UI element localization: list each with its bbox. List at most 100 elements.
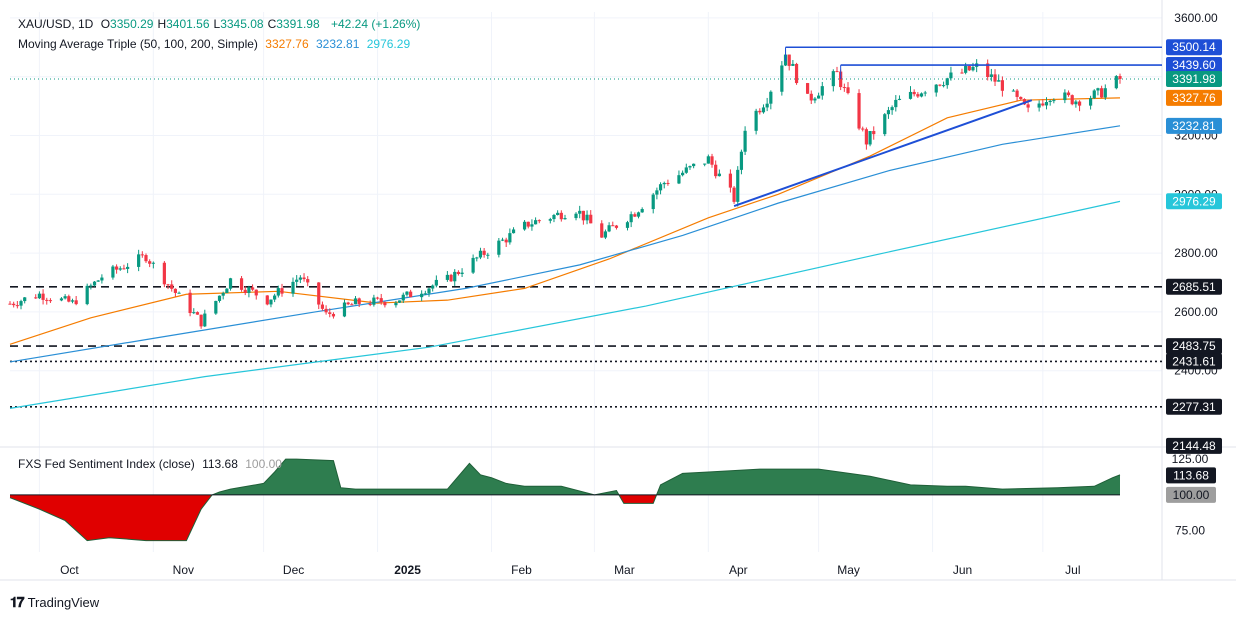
candle-body bbox=[574, 213, 578, 219]
support-trendline bbox=[733, 99, 1033, 208]
candle-body bbox=[118, 268, 122, 270]
candle-body bbox=[923, 92, 927, 94]
ohlc-o-value: 3350.29 bbox=[110, 17, 154, 31]
price-tag bbox=[1166, 39, 1222, 56]
candle-body bbox=[177, 292, 181, 294]
candle-body bbox=[703, 163, 707, 165]
candle-body bbox=[214, 300, 218, 314]
candle-body bbox=[684, 167, 688, 173]
price-tag bbox=[1166, 117, 1222, 134]
candle-body bbox=[140, 254, 144, 256]
candle-body bbox=[383, 302, 387, 306]
candle-body bbox=[600, 223, 604, 238]
candle-body bbox=[706, 156, 710, 164]
candle-body bbox=[868, 131, 872, 145]
candle-body bbox=[941, 85, 946, 87]
level-price-label: 2483.75 bbox=[1172, 339, 1216, 353]
candle-body bbox=[100, 277, 104, 281]
candle-body bbox=[710, 156, 714, 165]
candle-body bbox=[791, 63, 795, 66]
price-tag bbox=[1166, 57, 1222, 74]
candle-body bbox=[883, 114, 887, 135]
candle-body bbox=[89, 285, 93, 287]
candle-body bbox=[372, 297, 376, 305]
candle-body bbox=[780, 65, 784, 92]
candle-body bbox=[114, 266, 119, 270]
sentiment-negative-area bbox=[10, 494, 657, 541]
candle-body bbox=[857, 93, 861, 129]
candle-body bbox=[482, 250, 486, 255]
time-axis[interactable]: Oct Nov Dec 2025 Feb Mar Apr May Jun Jul bbox=[60, 563, 1080, 577]
sentiment-baseline: 100.00 bbox=[245, 457, 282, 471]
candle-body bbox=[295, 279, 299, 282]
candle-body bbox=[894, 99, 898, 108]
ma100-value: 3232.81 bbox=[316, 37, 360, 51]
candle-body bbox=[276, 288, 280, 296]
candle-body bbox=[526, 221, 530, 227]
price-tick-label: 2600.00 bbox=[1174, 305, 1218, 319]
candle-body bbox=[938, 84, 942, 86]
candle-body bbox=[908, 91, 913, 99]
ohlc-c: C3391.98 bbox=[267, 17, 320, 31]
price-axis[interactable]: 3600.003400.003200.003000.002800.002600.… bbox=[1166, 11, 1222, 538]
ohlc-o: O3350.29 bbox=[100, 17, 154, 31]
level-price-tag bbox=[1166, 353, 1222, 370]
candle-body bbox=[1041, 103, 1045, 106]
candle-body bbox=[350, 304, 354, 306]
sentiment-value-label: 113.68 bbox=[1173, 468, 1209, 482]
candle-body bbox=[805, 83, 810, 94]
candle-body bbox=[420, 293, 424, 298]
candle-body bbox=[813, 98, 817, 101]
candle-body bbox=[662, 182, 666, 185]
candle-body bbox=[1026, 104, 1030, 108]
sentiment-baseline-label: 100.00 bbox=[1173, 488, 1210, 502]
candle-body bbox=[585, 214, 589, 221]
candle-body bbox=[239, 278, 244, 290]
candle-body bbox=[989, 74, 993, 78]
candle-body bbox=[126, 266, 130, 269]
sentiment-positive-area bbox=[212, 459, 1120, 495]
candle-body bbox=[192, 312, 196, 314]
candle-body bbox=[427, 288, 431, 294]
candle-body bbox=[508, 233, 512, 243]
candle-body bbox=[137, 254, 141, 267]
candle-body bbox=[864, 129, 868, 145]
candle-body bbox=[603, 231, 608, 238]
candle-body bbox=[919, 93, 924, 97]
candle-body bbox=[614, 225, 619, 228]
candle-body bbox=[581, 210, 585, 221]
candle-body bbox=[500, 239, 505, 241]
candle-body bbox=[317, 282, 321, 305]
level-price-tag bbox=[1166, 278, 1222, 295]
candle-body bbox=[666, 182, 670, 184]
candle-body bbox=[769, 91, 773, 104]
candle-body bbox=[188, 292, 192, 314]
candle-body bbox=[817, 95, 821, 99]
change-label: +42.24 (+1.26%) bbox=[330, 17, 421, 31]
candle-body bbox=[85, 285, 89, 305]
candle-body bbox=[45, 299, 49, 301]
level-price-tag bbox=[1166, 338, 1222, 355]
candle-body bbox=[611, 225, 615, 227]
price-tag bbox=[1166, 193, 1222, 210]
candle-body bbox=[423, 293, 427, 295]
price-tick-label: 3600.00 bbox=[1174, 11, 1218, 25]
candle-body bbox=[12, 303, 16, 306]
price-tag-label: 3232.81 bbox=[1172, 119, 1216, 133]
sentiment-title: FXS Fed Sentiment Index (close) bbox=[18, 457, 195, 471]
sentiment-line bbox=[9, 458, 1121, 542]
ma50-value: 3327.76 bbox=[265, 37, 309, 51]
candle-body bbox=[651, 194, 655, 210]
candle-body bbox=[92, 281, 97, 286]
time-tick-label: May bbox=[837, 563, 860, 577]
candle-body bbox=[886, 110, 891, 115]
candle-body bbox=[324, 308, 328, 313]
time-tick-label: Oct bbox=[60, 563, 79, 577]
tradingview-brand[interactable]: 𝟏𝟕 TradingView bbox=[10, 594, 99, 611]
candle-body bbox=[1063, 92, 1067, 101]
candle-body bbox=[636, 212, 641, 217]
tradingview-logo-icon: 𝟏𝟕 bbox=[10, 594, 25, 610]
price-tag-label: 3500.14 bbox=[1172, 40, 1216, 54]
candle-body bbox=[1100, 88, 1104, 98]
candle-body bbox=[225, 288, 229, 294]
